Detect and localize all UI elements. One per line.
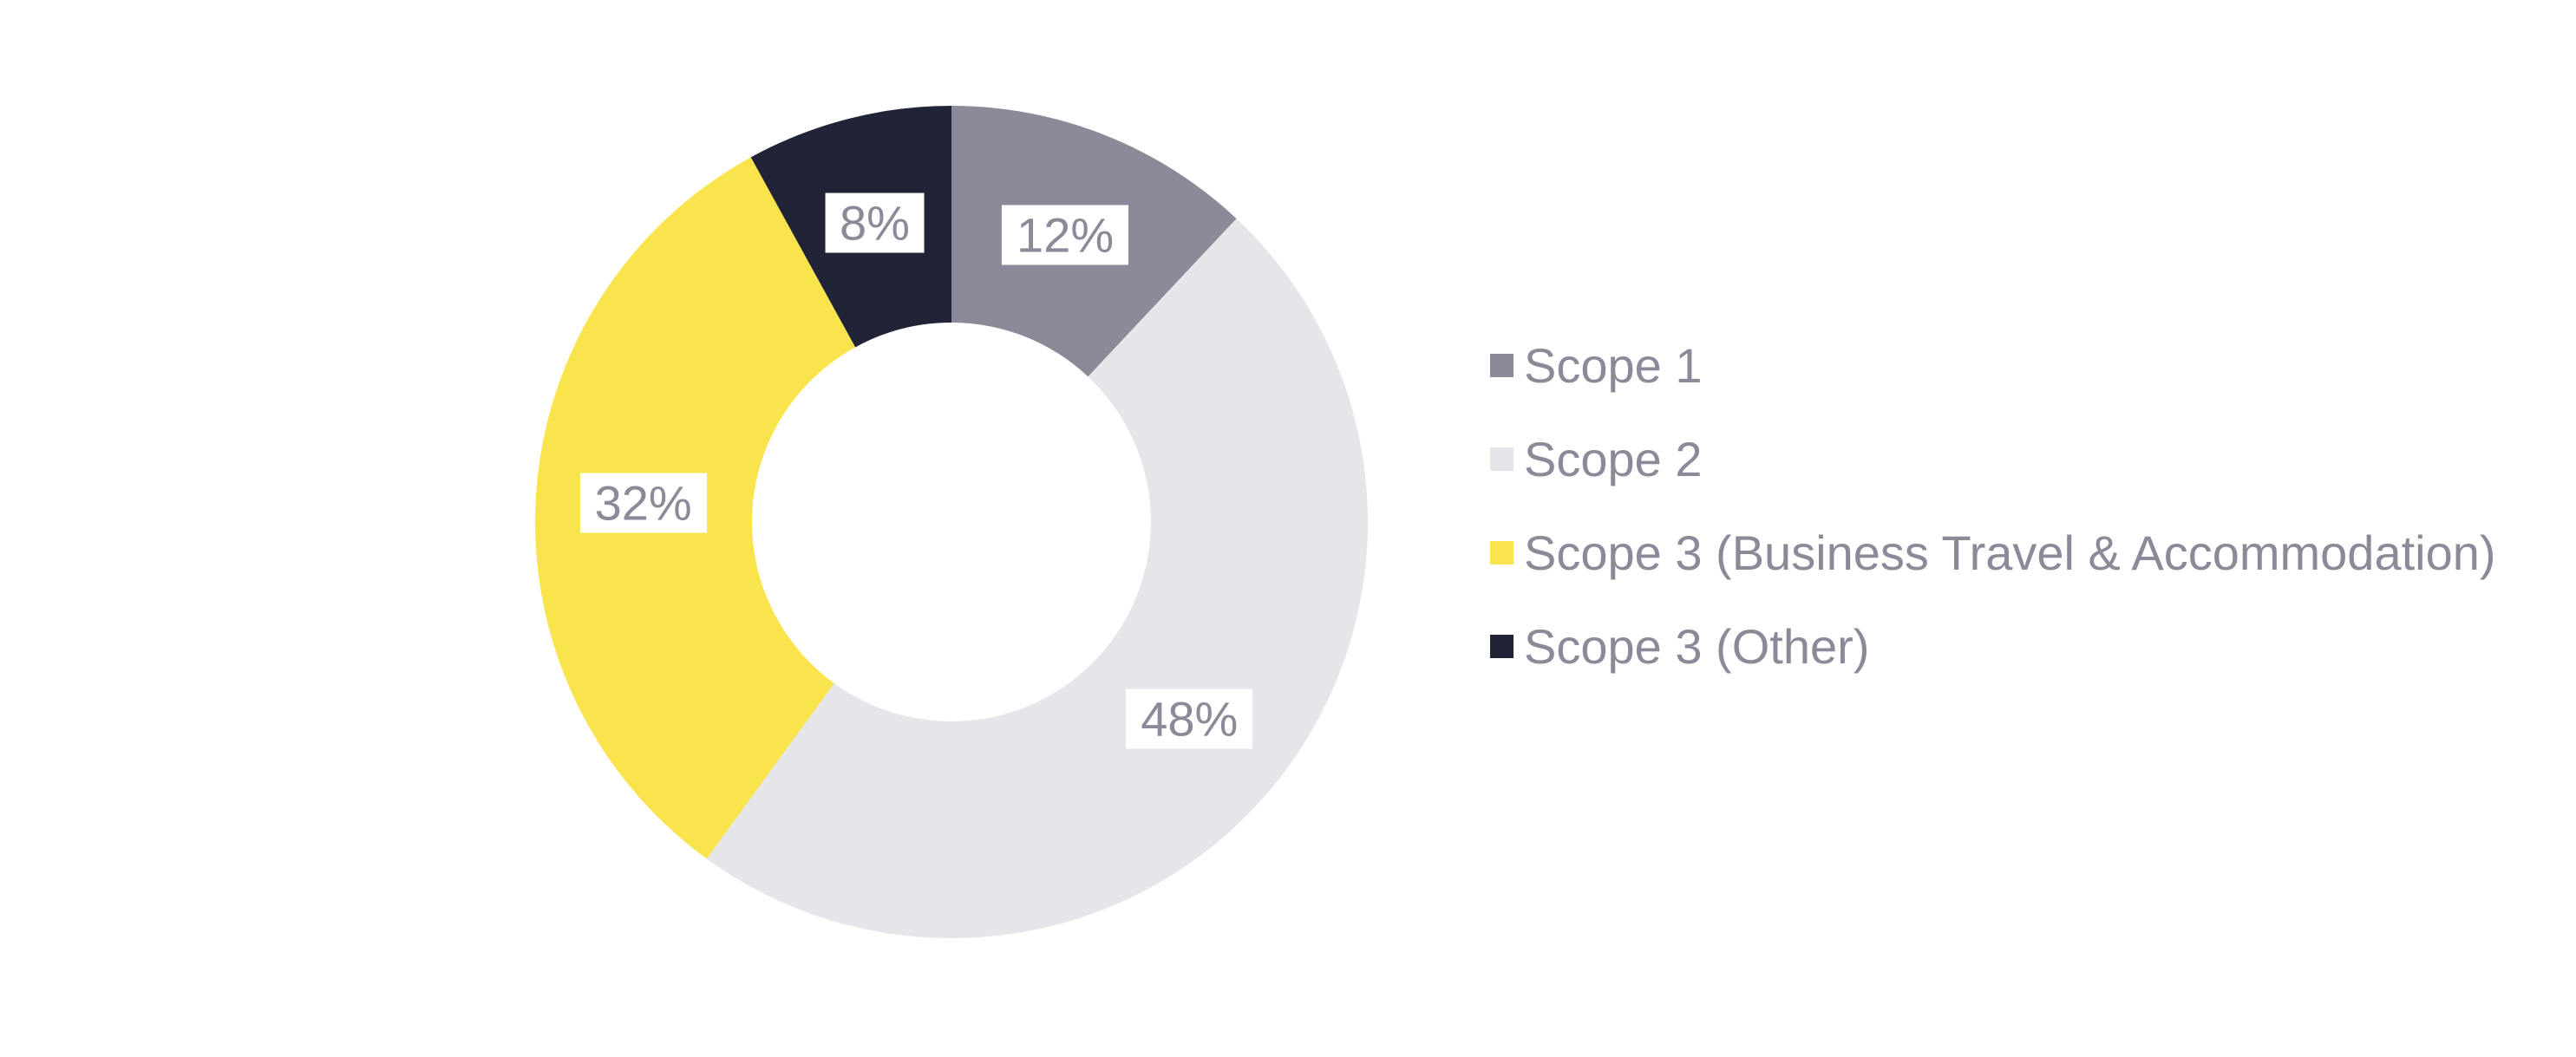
slice-value-label-scope-3-other: 8% [825, 192, 925, 253]
legend-swatch-icon [1490, 353, 1514, 377]
donut-segment-scope-2[interactable] [706, 219, 1368, 938]
legend-item-scope-3-business-travel-accommodation[interactable]: Scope 3 (Business Travel & Accommodation… [1490, 506, 2496, 599]
legend-swatch-icon [1490, 540, 1514, 564]
legend-item-label: Scope 2 [1524, 431, 1703, 486]
legend-swatch-icon [1490, 447, 1514, 471]
legend-item-label: Scope 3 (Business Travel & Accommodation… [1524, 525, 2496, 580]
legend: Scope 1 Scope 2 Scope 3 (Business Travel &… [1490, 318, 2496, 693]
legend-item-scope-1[interactable]: Scope 1 [1490, 318, 2496, 412]
slice-value-label-scope-2: 48% [1126, 688, 1253, 749]
legend-item-scope-3-other[interactable]: Scope 3 (Other) [1490, 599, 2496, 693]
legend-item-label: Scope 3 (Other) [1524, 618, 1870, 674]
legend-item-scope-2[interactable]: Scope 2 [1490, 412, 2496, 506]
slice-value-label-scope-3-business-travel-accommodation: 32% [579, 473, 707, 533]
legend-item-label: Scope 1 [1524, 337, 1703, 393]
donut-chart: 12% 48% 32% 8% [535, 106, 1368, 938]
slice-value-label-scope-1: 12% [1002, 205, 1129, 265]
legend-swatch-icon [1490, 634, 1514, 658]
